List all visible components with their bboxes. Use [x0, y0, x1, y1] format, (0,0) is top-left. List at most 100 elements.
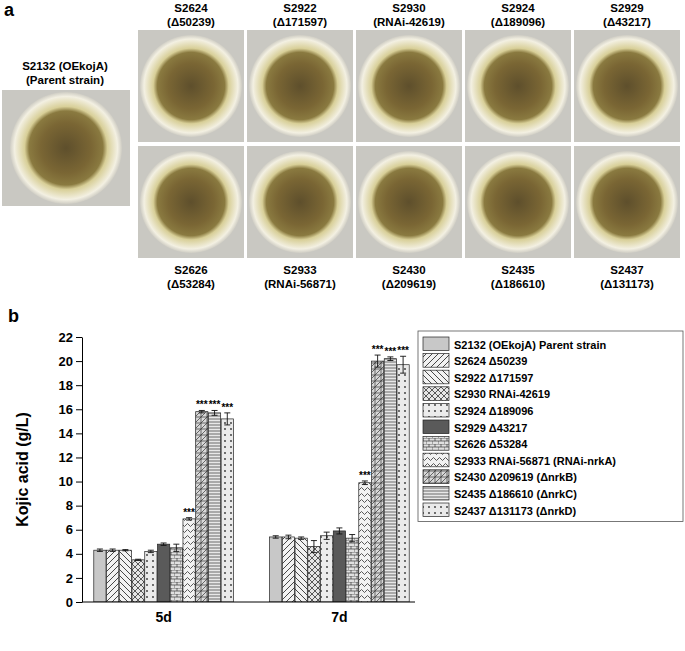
annotations: ************************ [183, 344, 409, 518]
y-tick: 6 [66, 522, 82, 537]
colony-image [465, 30, 571, 142]
y-tick: 0 [66, 595, 82, 610]
significance: *** [372, 344, 384, 355]
error-bar [324, 532, 330, 539]
x-tick-label: 7d [331, 609, 347, 625]
strain-id: S2924 [501, 2, 535, 14]
error-bar [285, 535, 291, 539]
legend-label: S2624 Δ50239 [454, 355, 527, 367]
error-bar [375, 355, 381, 367]
genotype: (Δ50239) [167, 16, 215, 28]
error-bar [400, 356, 406, 373]
bar [308, 547, 320, 602]
colony-image [574, 146, 680, 258]
y-tick-label: 4 [66, 546, 74, 561]
legend-label: S2930 RNAi-42619 [454, 388, 550, 400]
legend-swatch [423, 337, 449, 351]
genotype: (OEkojA) [59, 60, 108, 72]
panel-a: aS2132 (OEkojA)(Parent strain)S2624(Δ502… [2, 0, 680, 290]
bar [145, 551, 157, 602]
y-tick-label: 0 [66, 595, 73, 610]
bar [183, 519, 195, 602]
y-axis-title: Kojic acid (g/L) [14, 412, 31, 527]
bar [346, 538, 358, 602]
strain-id: S2435 [501, 264, 535, 276]
colony-image [574, 30, 680, 142]
y-tick-mark [76, 337, 82, 338]
legend-swatch [423, 387, 449, 401]
legend-swatch [423, 370, 449, 384]
genotype: (Δ53284) [167, 278, 215, 290]
error-bar [97, 549, 103, 551]
y-tick-mark [76, 578, 82, 579]
plate-background [574, 146, 680, 258]
legend-label: S2924 Δ189096 [454, 405, 533, 417]
y-tick: 20 [59, 354, 82, 369]
y-tick-mark [76, 433, 82, 434]
y-tick: 18 [59, 378, 82, 393]
genotype: (RNAi-42619) [373, 16, 445, 28]
significance: *** [385, 346, 397, 357]
plot-area [94, 355, 409, 602]
colony [249, 35, 351, 137]
plate-background [574, 30, 680, 142]
bar [221, 419, 233, 602]
y-tick-label: 18 [59, 378, 73, 393]
strain-id: S2437 [610, 264, 643, 276]
y-tick-label: 8 [66, 498, 73, 513]
colony [140, 35, 242, 137]
error-bar [298, 537, 304, 539]
error-bar [186, 518, 192, 520]
legend-swatch [423, 453, 449, 467]
legend-swatch [423, 403, 449, 417]
legend-label: S2430 Δ209619 (ΔnrkB) [454, 471, 577, 483]
legend-swatch [423, 420, 449, 434]
y-tick-mark [76, 506, 82, 507]
x-tick: 7d [331, 602, 347, 625]
figure: aS2132 (OEkojA)(Parent strain)S2624(Δ502… [0, 0, 685, 651]
colony [140, 151, 242, 253]
error-bar [148, 550, 154, 552]
significance: *** [221, 402, 233, 413]
legend-swatch [423, 486, 449, 500]
y-tick-label: 22 [59, 330, 73, 345]
significance: *** [196, 399, 208, 410]
strain-id: S2929 [610, 2, 643, 14]
y-tick: 16 [59, 402, 82, 417]
legend-label: S2437 Δ131173 (ΔnrkD) [454, 505, 577, 517]
legend-label: S2929 Δ43217 [454, 422, 527, 434]
bar-series [196, 355, 384, 602]
plate-background [247, 30, 353, 142]
colony [467, 35, 569, 137]
plate-background [247, 146, 353, 258]
error-bar [362, 481, 368, 485]
error-bar [199, 410, 205, 412]
y-tick-mark [76, 554, 82, 555]
plate-background [356, 146, 462, 258]
bar-series [221, 356, 409, 602]
plate-background [138, 146, 244, 258]
bar [94, 550, 106, 602]
strain-id: S2626 [174, 264, 207, 276]
y-axis: 0246810121416182022 [59, 330, 83, 610]
y-tick-mark [76, 457, 82, 458]
colony-image [2, 90, 130, 206]
colony [358, 151, 460, 253]
bar [333, 531, 345, 602]
legend-swatch [423, 470, 449, 484]
significance: *** [359, 470, 371, 481]
error-bar [212, 410, 218, 415]
colony [576, 35, 678, 137]
error-bar [110, 549, 116, 551]
bar [170, 548, 182, 602]
bar [372, 361, 384, 602]
panel-b: b************************024681012141618… [8, 306, 683, 625]
plate-background [465, 146, 571, 258]
x-tick-label: 5d [155, 609, 171, 625]
error-bar [349, 535, 355, 542]
legend-label: S2922 Δ171597 [454, 372, 533, 384]
y-tick-label: 6 [66, 522, 73, 537]
bar-series [145, 532, 333, 602]
y-tick-label: 14 [59, 426, 74, 441]
y-tick-label: 20 [59, 354, 73, 369]
